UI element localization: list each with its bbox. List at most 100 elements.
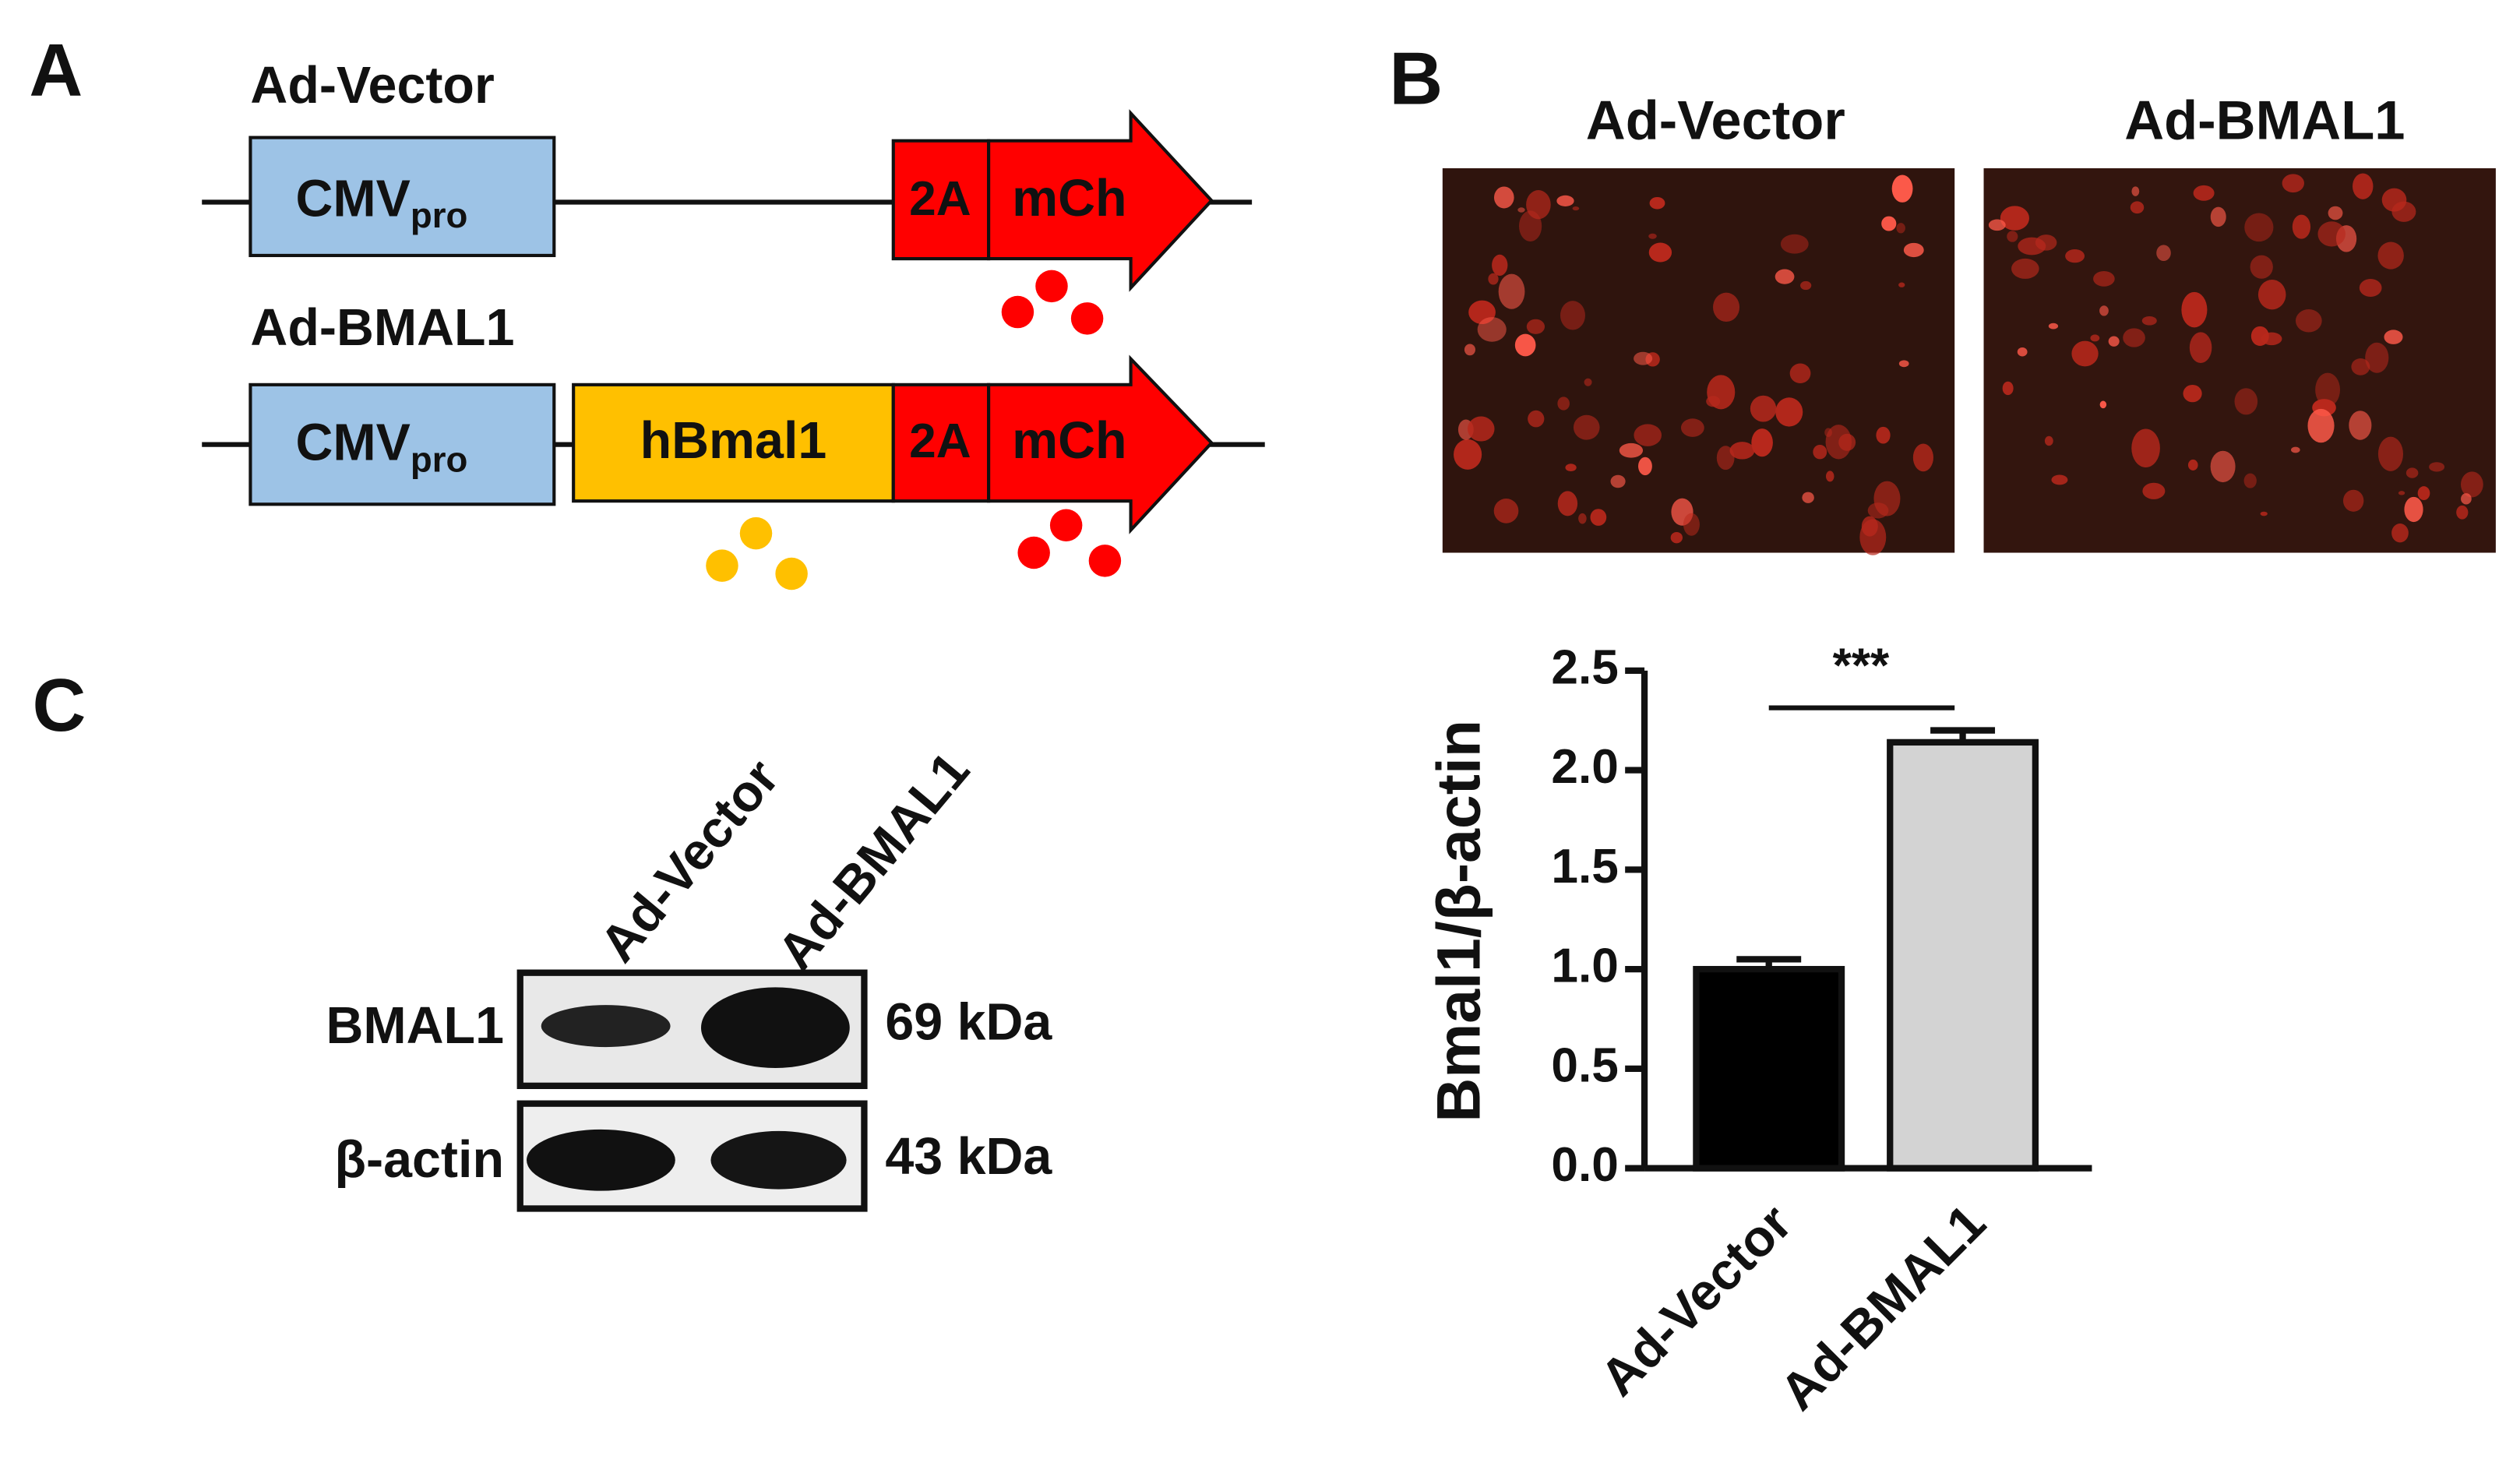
- cell: [1898, 360, 1909, 368]
- cell: [1493, 186, 1514, 209]
- cell: [1876, 426, 1891, 444]
- cell: [2090, 334, 2100, 342]
- cell: [1464, 344, 1475, 356]
- cell: [2000, 206, 2029, 231]
- cell: [2123, 328, 2145, 347]
- cell: [2183, 384, 2202, 403]
- gene-box: [572, 382, 895, 503]
- cell: [2377, 241, 2404, 270]
- cell: [2365, 342, 2389, 373]
- cell: [1565, 464, 1577, 472]
- blot-row-label: β-actin: [335, 1131, 504, 1189]
- protein-dot: [1088, 545, 1122, 577]
- cell: [1557, 491, 1578, 516]
- promoter-label: CMVpro: [295, 170, 467, 235]
- reporter-label: mCh: [1012, 412, 1126, 470]
- cell: [2405, 467, 2419, 478]
- cell: [1578, 513, 1587, 524]
- cell: [2210, 206, 2226, 227]
- cell: [2282, 174, 2304, 193]
- cell: [2187, 459, 2198, 471]
- cell: [1670, 531, 1683, 544]
- cell: [1619, 442, 1644, 458]
- cell: [2384, 330, 2403, 344]
- y-tick-label: 2.0: [1551, 740, 1618, 794]
- cell: [1634, 424, 1662, 446]
- bar: [1693, 965, 1845, 1172]
- cell: [1492, 254, 1508, 276]
- cell: [2295, 308, 2322, 333]
- significance-label: ***: [1833, 639, 1890, 693]
- cell: [2234, 388, 2258, 415]
- cell: [2398, 491, 2405, 495]
- cell: [1789, 363, 1811, 384]
- cell: [2417, 486, 2430, 501]
- panel-label: B: [1389, 37, 1443, 120]
- y-tick-label: 0.5: [1551, 1038, 1618, 1092]
- promoter-sub: pro: [411, 196, 467, 235]
- cell: [1683, 513, 1700, 536]
- lane-label: Ad-Vector: [589, 749, 790, 973]
- cell: [2328, 206, 2343, 220]
- cell: [2156, 245, 2171, 262]
- band: [527, 1129, 675, 1191]
- cell: [2051, 474, 2068, 485]
- cell: [1729, 442, 1755, 460]
- blot-row-label: BMAL1: [326, 997, 504, 1055]
- cell: [1560, 301, 1585, 330]
- cell: [2002, 381, 2014, 396]
- band: [541, 1005, 671, 1048]
- cell: [2377, 436, 2404, 471]
- cell: [1648, 242, 1672, 263]
- y-axis-label: Bmal1/β-actin: [1425, 720, 1493, 1123]
- cell: [1912, 443, 1933, 472]
- protein-dot: [1070, 302, 1104, 335]
- cell: [1493, 499, 1519, 523]
- cell: [2189, 332, 2212, 363]
- cell: [2260, 511, 2268, 516]
- cell: [2460, 471, 2483, 498]
- linker-box: [891, 382, 991, 503]
- cell: [2017, 347, 2028, 357]
- cell: [1707, 375, 1736, 410]
- promoter-box: [248, 136, 556, 258]
- cell: [2381, 188, 2407, 212]
- cell: [1867, 502, 1889, 519]
- cell: [2193, 185, 2215, 201]
- cell: [1775, 397, 1803, 427]
- cell: [2099, 400, 2107, 409]
- image-title: Ad-BMAL1: [2124, 90, 2405, 151]
- reporter-arrow: [987, 109, 1214, 292]
- linker-label: 2A: [909, 172, 971, 226]
- cell: [2035, 234, 2057, 251]
- cell: [1498, 273, 1525, 309]
- cell: [1454, 439, 1482, 470]
- cell: [2065, 249, 2085, 263]
- cell: [2071, 340, 2099, 367]
- cell: [2351, 358, 2370, 375]
- cell: [1896, 223, 1905, 234]
- cell: [2257, 279, 2286, 310]
- cell: [1680, 418, 1704, 437]
- promoter-sub: pro: [411, 439, 467, 479]
- protein-dot: [1001, 295, 1034, 329]
- cell: [2044, 435, 2053, 446]
- cell: [1802, 492, 1814, 503]
- cell: [2353, 173, 2374, 199]
- cell: [2307, 408, 2335, 443]
- promoter: CMV: [295, 414, 410, 471]
- cell: [1517, 207, 1525, 213]
- cell: [2048, 323, 2059, 330]
- cell: [1528, 410, 1545, 428]
- promoter-box: [248, 382, 556, 506]
- y-tick-label: 2.5: [1551, 640, 1618, 694]
- cell: [2317, 221, 2346, 247]
- cell: [1584, 378, 1592, 386]
- cell: [1590, 509, 1607, 526]
- cell: [1514, 333, 1536, 357]
- gene-label: hBmal1: [640, 412, 827, 470]
- cell: [2429, 462, 2445, 472]
- cell: [1861, 516, 1878, 537]
- y-tick-label: 0.0: [1551, 1138, 1618, 1192]
